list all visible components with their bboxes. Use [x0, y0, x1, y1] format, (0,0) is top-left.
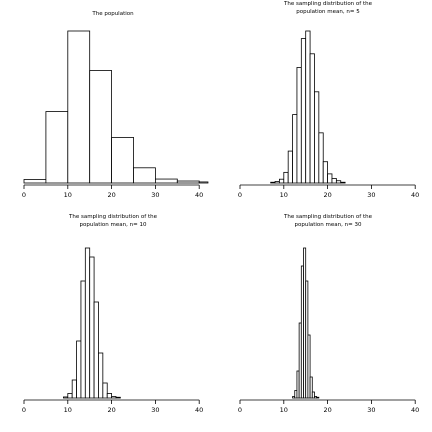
- histogram-bar: [80, 280, 86, 399]
- histogram-bar: [115, 396, 121, 399]
- histogram-bar: [322, 161, 329, 184]
- sampling-n5-x-axis: 0 10 20 30 40: [238, 184, 419, 199]
- histogram-bar: [307, 334, 311, 399]
- x-tick-label: 20: [107, 191, 115, 199]
- histogram-bar: [283, 171, 289, 184]
- panel-sampling-n30: The sampling distribution of the populat…: [238, 214, 419, 414]
- sampling-n30-bars: [292, 247, 320, 399]
- panel-title-line: The sampling distribution of the: [283, 1, 373, 7]
- histogram-bar: [316, 396, 320, 399]
- x-tick-label: 20: [323, 406, 331, 414]
- histogram-bar: [89, 256, 95, 399]
- histogram-bar: [154, 178, 178, 184]
- histogram-bar: [331, 178, 337, 184]
- histogram-bar: [89, 70, 112, 184]
- histogram-bar: [67, 30, 91, 184]
- panel-title-line: The population: [91, 11, 134, 17]
- histogram-bar: [98, 352, 104, 399]
- panel-title-line: The sampling distribution of the: [283, 214, 373, 220]
- panel-title-line: The sampling distribution of the: [68, 214, 158, 220]
- histogram-bar: [111, 136, 134, 184]
- histogram-bar: [270, 181, 276, 184]
- x-tick-label: 0: [22, 191, 26, 199]
- x-tick-label: 10: [64, 406, 72, 414]
- x-tick-label: 0: [238, 406, 242, 414]
- histogram-bar: [133, 167, 156, 184]
- histogram-bar: [111, 396, 117, 399]
- histogram-bar: [340, 181, 346, 184]
- sampling-n30-x-axis: 0 10 20 30 40: [238, 399, 419, 414]
- panel-sampling-n10: The sampling distribution of the populat…: [22, 214, 203, 414]
- sampling-n10-bars: [63, 247, 121, 399]
- x-tick-label: 20: [323, 191, 331, 199]
- x-tick-label: 10: [280, 406, 288, 414]
- x-tick-label: 30: [367, 406, 375, 414]
- population-bars: [23, 30, 209, 184]
- histogram-bar: [300, 38, 307, 184]
- population-x-axis: 0 10 20 30 40: [22, 184, 203, 199]
- histogram-bar: [314, 91, 320, 184]
- histogram-bar: [84, 247, 91, 399]
- histogram-bar: [309, 53, 315, 184]
- histogram-bar: [102, 382, 108, 399]
- histogram-bar: [279, 178, 285, 184]
- histogram-bar: [305, 30, 311, 184]
- histogram-bar: [176, 180, 200, 184]
- histogram-bar: [296, 67, 302, 184]
- x-tick-label: 40: [195, 406, 203, 414]
- histogram-bar: [93, 301, 99, 399]
- histogram-bar: [335, 180, 342, 184]
- histogram-bar: [292, 114, 298, 184]
- histogram-bar: [198, 181, 209, 184]
- sampling-n5-bars: [270, 30, 346, 184]
- histogram-bar: [274, 181, 280, 184]
- panel-population: The population 0 10 20 30 40: [22, 11, 209, 199]
- panel-title-line: population mean, n= 5: [296, 9, 360, 15]
- histogram-bar: [45, 111, 69, 184]
- histogram-bar: [67, 393, 73, 399]
- x-tick-label: 0: [22, 406, 26, 414]
- histogram-bar: [287, 150, 293, 184]
- x-tick-label: 40: [195, 191, 203, 199]
- x-tick-label: 30: [367, 191, 375, 199]
- x-tick-label: 20: [107, 406, 115, 414]
- panel-title-line: population mean, n= 30: [295, 222, 362, 228]
- x-tick-label: 30: [151, 191, 159, 199]
- panel-title-line: population mean, n= 10: [80, 222, 147, 228]
- panel-sampling-n5: The sampling distribution of the populat…: [238, 1, 419, 199]
- histogram-bar: [309, 376, 313, 399]
- histogram-bar: [106, 393, 113, 399]
- histogram-bar: [23, 179, 47, 184]
- histogram-bar: [71, 379, 77, 399]
- histogram-bar: [327, 173, 333, 184]
- x-tick-label: 40: [411, 191, 419, 199]
- x-tick-label: 10: [280, 191, 288, 199]
- histogram-bar: [318, 132, 324, 184]
- histogram-bar: [311, 391, 315, 399]
- sampling-n10-x-axis: 0 10 20 30 40: [22, 399, 203, 414]
- x-tick-label: 40: [411, 406, 419, 414]
- x-tick-label: 0: [238, 191, 242, 199]
- x-tick-label: 10: [64, 191, 72, 199]
- x-tick-label: 30: [151, 406, 159, 414]
- histogram-bar: [63, 396, 69, 399]
- histogram-bar: [76, 340, 82, 399]
